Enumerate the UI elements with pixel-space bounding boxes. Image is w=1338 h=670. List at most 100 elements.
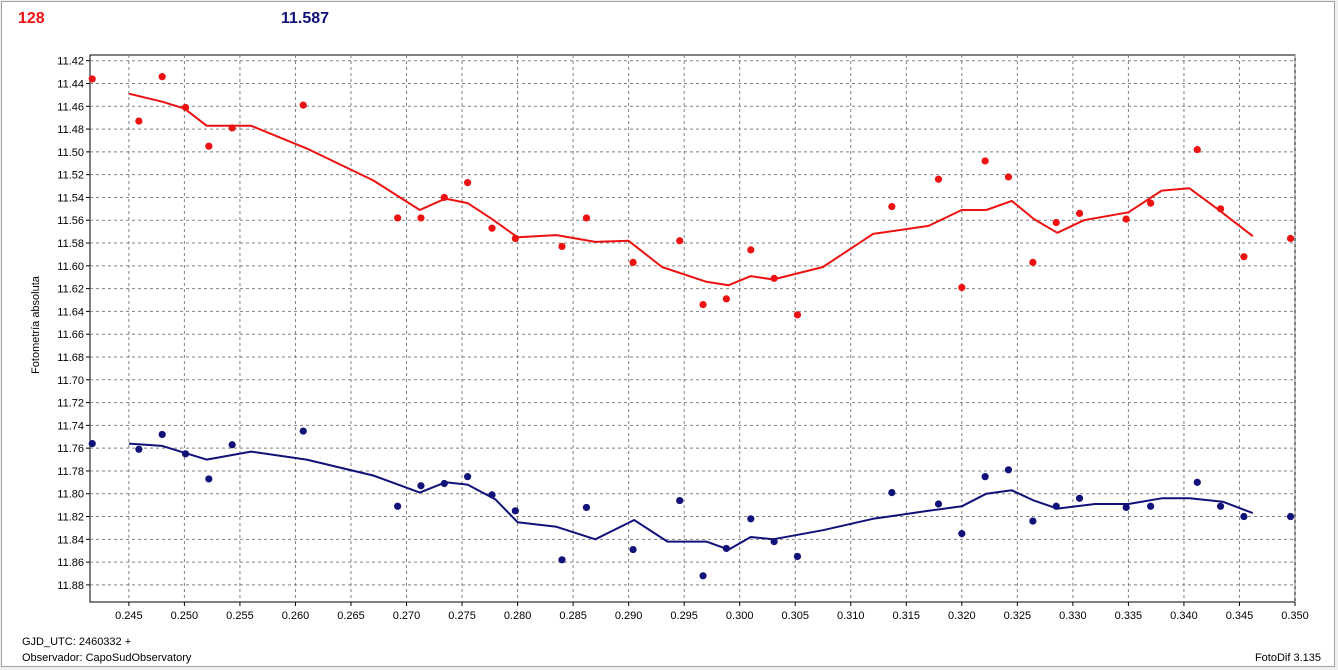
- data-point: [158, 430, 166, 439]
- x-tick-label: 0.245: [115, 610, 143, 622]
- y-tick-label: 11.82: [57, 512, 84, 524]
- blue-series-readout: 11.587: [281, 10, 330, 27]
- x-tick-label: 0.340: [1170, 610, 1198, 622]
- y-tick-label: 11.78: [57, 466, 84, 478]
- y-tick-label: 11.76: [57, 443, 84, 455]
- data-point: [488, 224, 496, 232]
- y-tick-label: 11.52: [57, 170, 84, 182]
- data-point: [1122, 503, 1130, 512]
- data-point: [629, 258, 637, 267]
- data-point: [1193, 478, 1201, 486]
- data-point: [1286, 512, 1295, 521]
- data-point: [981, 157, 989, 165]
- data-point: [888, 489, 896, 497]
- x-tick-label: 0.325: [1004, 610, 1032, 622]
- y-tick-label: 11.66: [57, 329, 84, 341]
- data-point: [440, 479, 448, 488]
- y-tick-label: 11.60: [57, 261, 84, 273]
- data-point: [1193, 145, 1201, 154]
- data-point: [181, 450, 190, 458]
- y-tick-label: 11.48: [57, 124, 84, 136]
- data-point: [676, 496, 684, 505]
- data-point: [299, 427, 307, 435]
- grid-lines: [90, 55, 1296, 602]
- y-tick-label: 11.70: [57, 375, 84, 387]
- x-tick-label: 0.285: [559, 610, 587, 622]
- data-point: [1240, 253, 1248, 261]
- x-tick-label: 0.270: [393, 610, 421, 622]
- x-tick-label: 0.295: [670, 610, 698, 622]
- y-tick-label: 11.58: [57, 238, 84, 250]
- data-point: [488, 491, 496, 499]
- x-tick-label: 0.305: [781, 610, 809, 622]
- x-tick-label: 0.345: [1226, 610, 1254, 622]
- x-tick-label: 0.350: [1281, 610, 1309, 622]
- data-point: [582, 214, 591, 222]
- data-point: [793, 311, 802, 319]
- data-point: [1075, 494, 1084, 502]
- y-tick-label: 11.42: [57, 56, 84, 68]
- y-tick-label: 11.62: [57, 284, 84, 296]
- data-point: [793, 552, 802, 561]
- data-point: [934, 175, 943, 183]
- data-point: [158, 73, 166, 81]
- x-tick-label: 0.315: [893, 610, 921, 622]
- y-tick-label: 11.56: [57, 215, 84, 227]
- data-point: [1004, 173, 1013, 181]
- y-tick-label: 11.64: [57, 306, 84, 318]
- x-tick-label: 0.330: [1059, 610, 1087, 622]
- data-point: [770, 274, 778, 282]
- red-series-readout: 128: [18, 10, 45, 27]
- data-point: [1075, 209, 1084, 218]
- data-point: [1286, 234, 1295, 243]
- data-point: [135, 445, 143, 453]
- data-point: [676, 237, 684, 245]
- data-point: [205, 142, 213, 150]
- data-point: [181, 103, 190, 112]
- x-tick-label: 0.255: [226, 610, 254, 622]
- x-tick-label: 0.290: [615, 610, 643, 622]
- y-axis-ticks: 11.42 11.44 11.46 11.48 11.50 11.52 11.54 11.56…: [57, 56, 90, 592]
- y-tick-label: 11.74: [57, 420, 84, 432]
- data-point: [511, 234, 519, 243]
- data-point: [1147, 199, 1155, 207]
- data-point: [1029, 258, 1037, 267]
- data-point: [582, 503, 591, 512]
- data-point: [1216, 205, 1225, 213]
- y-tick-label: 11.50: [57, 147, 84, 159]
- x-axis-ticks: 0.245 0.250 0.255 0.260 0.265 0.270 0.275 0.280…: [115, 602, 1309, 622]
- x-tick-label: 0.320: [948, 610, 976, 622]
- data-point: [228, 124, 236, 132]
- data-point: [135, 117, 143, 125]
- y-tick-label: 11.68: [57, 352, 84, 364]
- data-point: [1004, 466, 1013, 474]
- y-tick-label: 11.44: [57, 78, 84, 90]
- data-point: [394, 214, 402, 222]
- data-point: [958, 530, 966, 538]
- y-tick-label: 11.88: [57, 580, 84, 592]
- series-0: [88, 73, 1295, 319]
- data-point: [958, 283, 966, 292]
- software-label: FotoDif 3.135: [1254, 652, 1321, 664]
- y-tick-label: 11.80: [57, 489, 84, 501]
- x-tick-label: 0.275: [448, 610, 476, 622]
- data-point: [770, 538, 778, 546]
- data-point: [1240, 512, 1248, 521]
- data-point: [1147, 502, 1155, 510]
- data-point: [1216, 502, 1225, 510]
- data-point: [299, 101, 307, 109]
- y-tick-label: 11.84: [57, 534, 84, 546]
- data-point: [722, 544, 730, 553]
- data-point: [394, 502, 402, 510]
- series-1: [88, 427, 1295, 580]
- data-point: [88, 75, 96, 83]
- data-point: [747, 246, 755, 254]
- plot-area: [89, 54, 1296, 603]
- data-point: [440, 193, 448, 202]
- data-point: [888, 202, 896, 211]
- data-point: [934, 500, 943, 508]
- data-point: [1052, 218, 1060, 227]
- y-tick-label: 11.46: [57, 101, 84, 113]
- data-point: [699, 300, 707, 309]
- x-tick-label: 0.280: [504, 610, 532, 622]
